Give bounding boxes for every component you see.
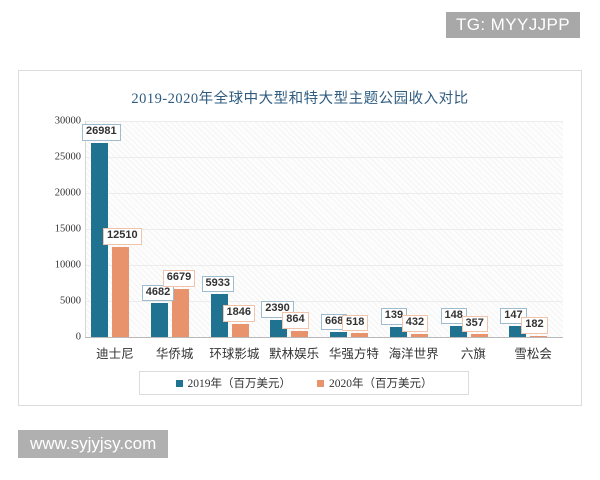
y-axis-tick-label: 30000 [54, 115, 81, 127]
legend-label: 2019年（百万美元） [187, 378, 292, 390]
y-axis-tick-label: 15000 [54, 223, 81, 235]
data-label: 26981 [82, 124, 121, 141]
plot-area: 26981 12510 4682 6679 5933 1846 2390 864 668 518 1… [82, 121, 563, 338]
bar-2019[interactable] [509, 326, 527, 337]
bar-2019[interactable] [150, 303, 168, 337]
site-watermark: www.syjyjsy.com [18, 430, 169, 458]
bar-2019[interactable] [449, 326, 467, 337]
data-label: 518 [342, 314, 369, 332]
grid-line [85, 157, 563, 158]
grid-line [85, 265, 563, 266]
x-axis-category-label: 海洋世界 [388, 347, 439, 361]
legend-label: 2020年（百万美元） [329, 378, 433, 390]
legend-item[interactable]: 2019年（百万美元） [175, 375, 292, 391]
legend-swatch-icon [175, 379, 183, 387]
x-axis-category-label: 环球影城 [209, 347, 260, 361]
data-label: 432 [401, 315, 429, 332]
data-label: 668 [321, 313, 348, 331]
bar-group: 26981 12510 [82, 121, 145, 337]
legend-swatch-icon [317, 379, 324, 387]
x-axis-labels: 迪士尼 华侨城 环球影城 默林娱乐 华强方特 海洋世界 六旗 雪松会 [85, 339, 563, 365]
bar-2020[interactable] [171, 288, 189, 337]
bar-group: 139 432 [380, 121, 444, 337]
x-axis-category-label: 迪士尼 [96, 347, 134, 361]
bar-group: 2390 864 [261, 121, 324, 337]
bar-2019[interactable] [210, 294, 228, 337]
bar-2020[interactable] [530, 335, 548, 337]
grid-line [85, 121, 563, 122]
bar-2020[interactable] [470, 334, 488, 337]
y-axis-tick-label: 5000 [60, 295, 81, 307]
bar-2020[interactable] [231, 323, 249, 337]
data-label: 1846 [222, 305, 255, 322]
data-label: 139 [380, 308, 408, 325]
data-label: 6679 [162, 270, 196, 287]
y-axis-line [85, 121, 86, 338]
x-axis-category-label: 华侨城 [155, 347, 194, 361]
x-axis-category-label: 华强方特 [328, 347, 379, 361]
bar-2020[interactable] [291, 330, 309, 337]
bar-2019[interactable] [91, 142, 108, 337]
plot-wrapper: 0 5000 10000 15000 20000 25000 30000 26981 1251… [19, 71, 581, 405]
y-axis-tick-label: 25000 [54, 151, 81, 163]
y-axis-tick-label: 0 [75, 331, 81, 343]
chart-title: 2019-2020年全球中大型和特大型主题公园收入对比 [131, 91, 469, 107]
grid-line [85, 193, 563, 194]
y-axis-tick-label: 10000 [54, 259, 81, 271]
x-axis-category-label: 雪松会 [514, 347, 552, 361]
y-axis-ticks: 0 5000 10000 15000 20000 25000 30000 [19, 71, 81, 405]
grid-line [85, 229, 563, 230]
tg-watermark: TG: MYYJJPP [446, 12, 580, 38]
x-axis-line [85, 337, 563, 338]
x-axis-category-label: 六旗 [460, 347, 486, 361]
data-label: 864 [282, 312, 309, 329]
bar-group: 147 182 [500, 121, 563, 337]
bar-2019[interactable] [330, 332, 347, 337]
bar-2019[interactable] [389, 327, 407, 337]
data-label: 182 [521, 317, 548, 334]
data-label: 5933 [201, 275, 234, 293]
bar-2020[interactable] [351, 333, 368, 337]
legend-item[interactable]: 2020年（百万美元） [317, 375, 433, 391]
data-label: 147 [500, 307, 527, 325]
bar-group: 4682 6679 [141, 121, 205, 337]
bar-group: 668 518 [321, 121, 384, 337]
bar-group: 5933 1846 [201, 121, 265, 337]
x-axis-category-label: 默林娱乐 [269, 347, 320, 361]
data-label: 12510 [103, 228, 142, 245]
bar-group: 148 357 [440, 121, 504, 337]
bar-2020[interactable] [410, 333, 428, 337]
chart-container: 2019-2020年全球中大型和特大型主题公园收入对比 0 5000 10000 15… [18, 70, 582, 406]
y-axis-tick-label: 20000 [54, 187, 81, 199]
data-label: 4682 [141, 284, 175, 302]
grid-line [85, 301, 563, 302]
chart-legend: 2019年（百万美元） 2020年（百万美元） [139, 371, 469, 395]
data-label: 357 [461, 315, 488, 333]
bar-2020[interactable] [112, 246, 129, 337]
